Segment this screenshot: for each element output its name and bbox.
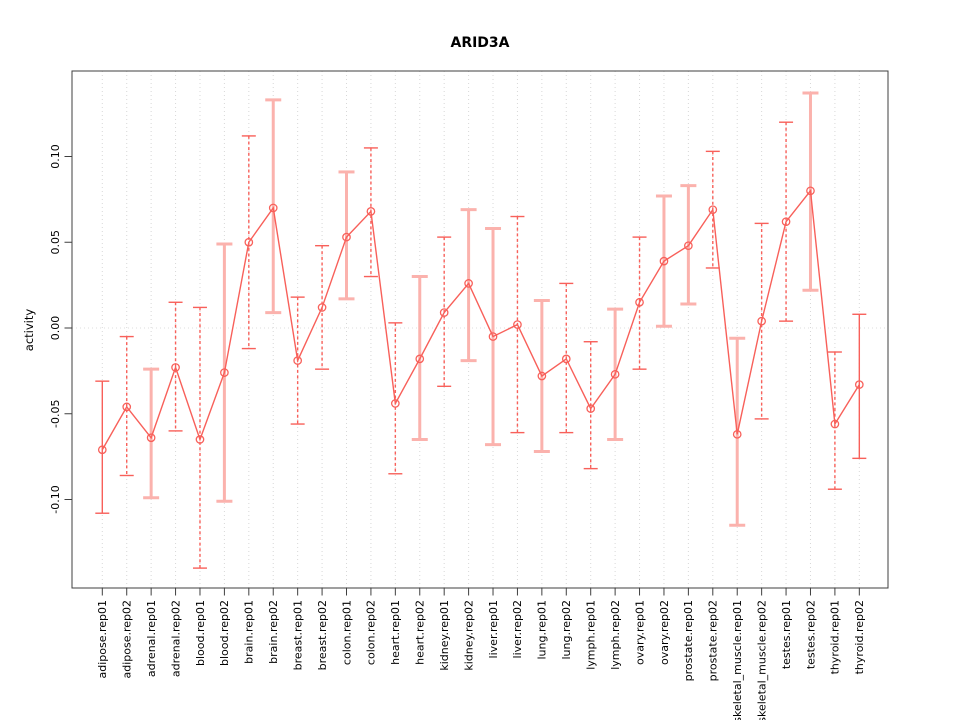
y-tick-label: -0.10 bbox=[49, 485, 62, 513]
y-tick-label: 0.10 bbox=[49, 144, 62, 169]
x-tick-label: heart.rep01 bbox=[389, 600, 402, 665]
x-tick-label: lymph.rep02 bbox=[609, 600, 622, 670]
data-point bbox=[659, 256, 669, 266]
x-tick-label: prostate.rep01 bbox=[682, 600, 695, 681]
x-tick-label: heart.rep02 bbox=[414, 600, 427, 665]
data-point bbox=[854, 380, 864, 389]
data-point bbox=[195, 435, 205, 444]
data-point bbox=[586, 404, 596, 413]
y-axis-ticks: -0.10 -0.05 0.00 0.05 0.10 bbox=[49, 144, 72, 514]
data-point bbox=[415, 354, 425, 364]
data-point bbox=[561, 354, 571, 364]
x-tick-label: blood.rep01 bbox=[194, 600, 207, 666]
data-points bbox=[97, 186, 864, 455]
data-point bbox=[708, 205, 718, 215]
data-point bbox=[171, 363, 180, 372]
data-point bbox=[732, 429, 742, 439]
x-tick-label: thyroid.rep01 bbox=[829, 600, 842, 674]
data-point bbox=[806, 186, 815, 196]
data-point bbox=[439, 308, 449, 317]
error-bars bbox=[95, 91, 867, 569]
x-tick-label: lung.rep01 bbox=[536, 600, 549, 660]
y-tick-label: 0.00 bbox=[49, 316, 62, 341]
data-point bbox=[390, 399, 400, 408]
x-tick-label: breast.rep02 bbox=[316, 600, 329, 670]
data-point bbox=[830, 419, 840, 429]
x-tick-label: testes.rep02 bbox=[804, 600, 817, 669]
data-point bbox=[488, 332, 498, 341]
x-tick-label: colon.rep01 bbox=[340, 600, 353, 665]
data-point bbox=[366, 207, 376, 216]
x-tick-label: kidney.rep02 bbox=[462, 600, 475, 671]
x-tick-label: skeletal_muscle.rep02 bbox=[755, 600, 768, 720]
x-tick-label: adrenal.rep01 bbox=[145, 600, 158, 677]
x-tick-label: breast.rep01 bbox=[291, 600, 304, 670]
data-point bbox=[244, 237, 254, 247]
x-tick-label: brain.rep01 bbox=[243, 600, 256, 664]
data-point bbox=[293, 356, 303, 365]
chart-title: ARID3A bbox=[450, 35, 509, 51]
x-tick-label: kidney.rep01 bbox=[438, 600, 451, 671]
data-point bbox=[684, 241, 693, 251]
data-point bbox=[464, 279, 473, 288]
x-tick-label: adipose.rep02 bbox=[121, 600, 134, 679]
data-point bbox=[317, 303, 327, 312]
x-tick-label: testes.rep01 bbox=[780, 600, 793, 669]
x-tick-label: ovary.rep02 bbox=[658, 600, 671, 665]
trend-line bbox=[101, 189, 860, 451]
y-tick-label: -0.05 bbox=[49, 400, 62, 428]
x-tick-label: colon.rep02 bbox=[365, 600, 378, 665]
data-point bbox=[342, 232, 351, 242]
vertical-gridlines bbox=[101, 71, 860, 588]
x-tick-label: ovary.rep01 bbox=[633, 600, 646, 665]
plot-frame bbox=[71, 70, 889, 589]
data-point bbox=[781, 217, 791, 227]
x-tick-label: prostate.rep02 bbox=[707, 600, 720, 681]
data-point bbox=[268, 203, 278, 213]
data-point bbox=[146, 433, 156, 443]
x-tick-label: adrenal.rep02 bbox=[169, 600, 182, 677]
data-point bbox=[610, 369, 620, 379]
data-point bbox=[537, 371, 547, 381]
x-tick-label: liver.rep01 bbox=[487, 600, 500, 658]
data-point bbox=[122, 402, 132, 412]
x-tick-label: lung.rep02 bbox=[560, 600, 573, 660]
data-point bbox=[635, 297, 644, 307]
x-tick-label: thyroid.rep02 bbox=[853, 600, 866, 674]
data-point bbox=[757, 316, 766, 326]
x-tick-label: adipose.rep01 bbox=[96, 600, 109, 679]
x-tick-label: lymph.rep01 bbox=[585, 600, 598, 670]
y-tick-label: 0.05 bbox=[49, 230, 62, 255]
x-axis-ticks: adipose.rep01 adipose.rep02 adrenal.rep01 a… bbox=[96, 588, 866, 720]
x-tick-label: skeletal_muscle.rep01 bbox=[731, 600, 744, 720]
x-tick-label: liver.rep02 bbox=[511, 600, 524, 658]
series-line bbox=[101, 189, 860, 451]
data-point bbox=[97, 445, 107, 455]
data-point bbox=[513, 320, 522, 329]
data-point bbox=[220, 368, 229, 377]
y-axis-label: activity bbox=[22, 309, 36, 352]
x-tick-label: brain.rep02 bbox=[267, 600, 280, 664]
x-tick-label: blood.rep02 bbox=[218, 600, 231, 666]
